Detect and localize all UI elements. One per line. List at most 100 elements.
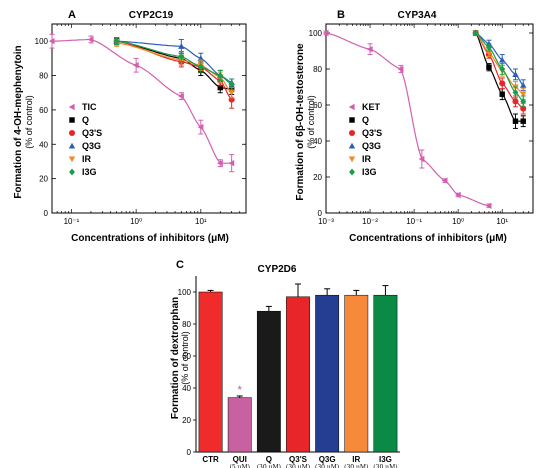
data-point-ir [520,91,527,98]
legend-marker-q3-s [348,129,356,137]
panel-a-plot-area: 0 20 40 60 80 100 10⁻¹ 10⁰ 10¹ TIC Q Q3'S Q3G IR I3G [35,23,247,226]
data-point-q [486,64,492,70]
fit-line-tic [51,38,232,164]
panel-a-letter: A [68,9,76,21]
data-point-q3g [512,71,519,77]
panel-b-ylabel: Formation of 6β-OH-testosterone [295,43,306,201]
data-point-ket [322,29,329,37]
data-point-q [520,118,526,124]
panel-b-xlabel: Concentrations of inhibitors (μM) [349,233,507,244]
bar-q3g [315,294,340,453]
data-point-i3g [113,37,120,45]
data-point-tic [87,36,94,43]
data-point-tic [217,159,223,167]
bar-q [256,310,281,453]
data-point-q [512,118,519,124]
fit-line-i3g [116,40,232,85]
panel-a-ylabel-sub: (% of control) [24,95,34,149]
y-tick-label: 60 [182,352,191,361]
data-point-i3g [499,65,506,73]
y-tick-label: 0 [318,209,323,218]
data-point-q3g [178,43,185,49]
data-point-tic [178,92,184,100]
data-point-ket [454,191,461,199]
category-sublabel-q3-s: (30 μM) [286,464,310,468]
panel-c-letter: C [176,259,184,271]
data-point-ket [485,202,492,209]
data-point-q3g [197,55,204,61]
legend-label-q3g: Q3G [362,141,381,151]
legend-marker-q [349,117,355,123]
category-label-q: Q [266,455,272,464]
category-sublabel-qui: (5 μM) [229,464,249,468]
data-point-ket [418,155,425,163]
legend-marker-tic [68,103,75,111]
fit-line-ket [325,32,490,207]
data-point-ir [485,50,493,56]
fit-line-q3-s [116,40,233,100]
x-tick-label: 10⁻² [362,217,378,226]
fit-line-q [475,32,524,122]
y-tick-label: 40 [39,140,48,149]
y-tick-label: 20 [313,173,322,182]
data-point-ket [366,46,373,53]
legend-label-q: Q [82,115,89,125]
panel-c-ylabel-sub: (% of control) [180,331,190,385]
panel-a-title: CYP2C19 [129,10,174,21]
data-point-tic [132,62,139,69]
panel-b: B CYP3A4 0 20 40 60 80 100 10⁻³ 10⁻² 10⁻¹ 10⁰ 10¹ K… [295,9,534,244]
y-tick-label: 80 [182,320,191,329]
bar-ir [344,294,369,453]
y-tick-label: 20 [39,175,48,184]
bar-qui [227,397,252,453]
panel-a-ylabel: Formation of 4-OH-mephenytoin [13,45,24,198]
series-tic [48,33,235,173]
data-point-i3g [512,88,519,96]
data-point-q3g [499,56,506,63]
series-q3-s [472,29,527,115]
legend-marker-q3g [68,142,76,149]
legend-marker-i3g [69,168,75,176]
category-label-q3-s: Q3'S [289,455,308,464]
legend-marker-q3g [348,142,356,149]
data-point-tic [228,159,235,167]
legend-label-ir: IR [362,154,372,164]
data-point-ket [441,177,448,184]
legend-marker-q3-s [68,129,76,137]
data-point-i3g [486,43,492,51]
series-ir [113,38,235,99]
series-i3g [472,29,527,108]
series-i3g [113,37,235,90]
fit-line-q3g [116,40,232,83]
bar-i3g [373,294,398,453]
panel-b-plot-area: 0 20 40 60 80 100 10⁻³ 10⁻² 10⁻¹ 10⁰ 10¹ KET Q Q3'S Q3… [309,23,534,226]
significance-marker: * [237,383,242,397]
data-point-i3g [472,29,479,37]
y-tick-label: 80 [39,72,48,81]
legend-marker-i3g [349,168,355,176]
legend-label-q3g: Q3G [82,141,101,151]
panel-c-title: CYP2D6 [258,264,297,275]
data-point-ir [228,90,235,96]
data-point-tic [48,37,55,45]
data-point-i3g [520,97,527,105]
legend-label-ket: KET [362,102,381,112]
panel-b-letter: B [337,9,345,21]
y-tick-label: 40 [313,137,322,146]
panel-b-title: CYP3A4 [398,10,437,21]
category-label-i3g: I3G [379,455,392,464]
legend-marker-ket [348,103,355,111]
data-point-tic [197,123,204,131]
y-tick-label: 100 [178,288,192,297]
x-tick-label: 10¹ [496,217,508,226]
y-tick-label: 100 [35,37,49,46]
x-tick-label: 10⁻¹ [406,217,422,226]
legend-label-ir: IR [82,154,92,164]
plot-frame [325,23,534,214]
category-sublabel-ir: (30 μM) [344,464,368,468]
category-label-qui: QUI [233,455,247,464]
legend-label-q: Q [362,115,369,125]
data-point-q3g [520,82,527,88]
